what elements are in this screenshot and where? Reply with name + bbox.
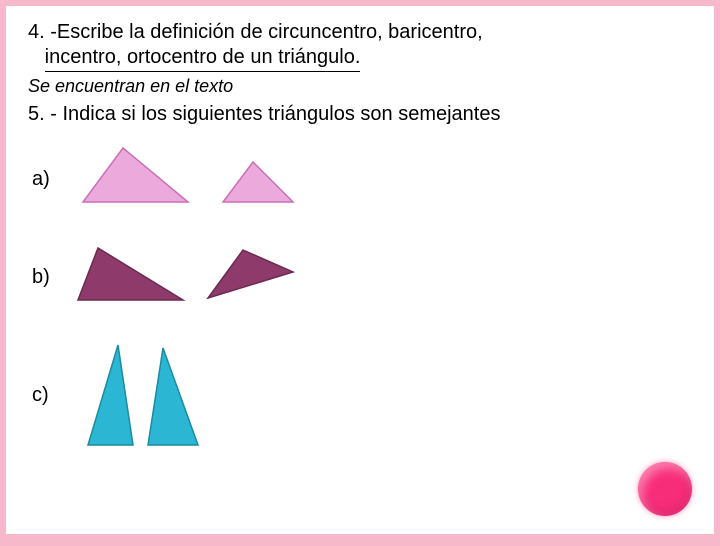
- row_a-tri1: [83, 148, 188, 202]
- triangles-c: [68, 340, 248, 450]
- shapes-b: [68, 242, 328, 312]
- label-a: a): [28, 168, 68, 191]
- accent-dot-icon: [638, 462, 692, 516]
- row-c: c): [28, 340, 692, 450]
- triangles-a: [68, 144, 328, 214]
- q4-line2: incentro, ortocentro de un triángulo.: [45, 45, 361, 72]
- row-b: b): [28, 242, 692, 312]
- triangles-b: [68, 242, 328, 312]
- answer-4: Se encuentran en el texto: [28, 76, 692, 97]
- shapes-c: [68, 340, 248, 450]
- row-a: a): [28, 144, 692, 214]
- q4-line1: 4. -Escribe la definición de circuncentr…: [28, 21, 483, 43]
- label-b: b): [28, 266, 68, 289]
- shapes-a: [68, 144, 328, 214]
- row_b-tri1: [78, 248, 183, 300]
- question-4: 4. -Escribe la definición de circuncentr…: [28, 20, 692, 72]
- row_c-tri1: [88, 345, 133, 445]
- label-c: c): [28, 384, 68, 407]
- row_c-tri2: [148, 348, 198, 445]
- question-5: 5. - Indica si los siguientes triángulos…: [28, 103, 692, 126]
- row_a-tri2: [223, 162, 293, 202]
- row_b-tri2: [208, 250, 293, 298]
